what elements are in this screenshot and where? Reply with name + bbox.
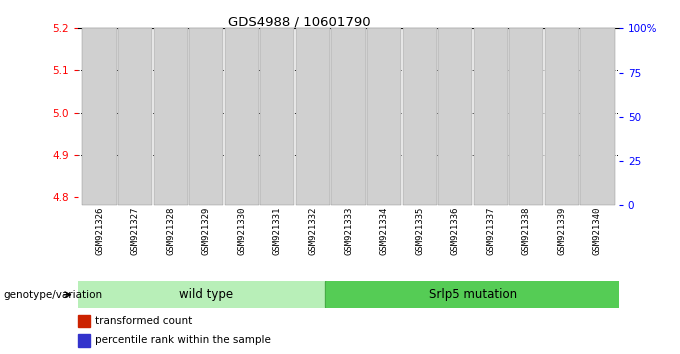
Bar — [588, 121, 607, 205]
Bar — [588, 185, 607, 190]
Bar — [410, 185, 429, 190]
Bar — [197, 182, 216, 186]
Bar — [161, 113, 180, 205]
Bar — [517, 113, 536, 205]
Bar — [481, 193, 500, 197]
FancyBboxPatch shape — [296, 28, 330, 205]
Bar — [268, 185, 287, 190]
FancyBboxPatch shape — [154, 28, 188, 205]
FancyBboxPatch shape — [509, 28, 543, 205]
Bar — [445, 180, 465, 205]
Bar — [552, 150, 572, 205]
FancyBboxPatch shape — [326, 279, 621, 311]
FancyBboxPatch shape — [545, 28, 579, 205]
Bar — [90, 185, 109, 190]
FancyBboxPatch shape — [331, 28, 366, 205]
Bar — [78, 315, 90, 327]
Bar — [125, 189, 145, 193]
Bar — [445, 193, 465, 197]
FancyBboxPatch shape — [118, 28, 152, 205]
Text: genotype/variation: genotype/variation — [3, 290, 103, 300]
FancyBboxPatch shape — [189, 28, 223, 205]
Bar — [268, 113, 287, 205]
Bar — [374, 185, 394, 190]
FancyBboxPatch shape — [260, 28, 294, 205]
Bar — [481, 180, 500, 205]
FancyBboxPatch shape — [438, 28, 473, 205]
Text: percentile rank within the sample: percentile rank within the sample — [95, 335, 271, 346]
Bar — [339, 66, 358, 205]
Text: Srlp5 mutation: Srlp5 mutation — [429, 288, 517, 301]
Bar — [90, 87, 109, 205]
Text: transformed count: transformed count — [95, 316, 192, 326]
Bar — [161, 189, 180, 193]
FancyBboxPatch shape — [474, 28, 508, 205]
Bar — [303, 58, 323, 205]
Bar — [552, 189, 572, 193]
FancyBboxPatch shape — [76, 279, 336, 311]
Bar — [303, 182, 323, 186]
FancyBboxPatch shape — [224, 28, 259, 205]
Bar — [232, 100, 252, 205]
Text: wild type: wild type — [179, 288, 233, 301]
Bar — [78, 334, 90, 347]
Text: GDS4988 / 10601790: GDS4988 / 10601790 — [228, 16, 371, 29]
Bar — [125, 163, 145, 205]
FancyBboxPatch shape — [403, 28, 437, 205]
Bar — [374, 125, 394, 205]
FancyBboxPatch shape — [367, 28, 401, 205]
FancyBboxPatch shape — [581, 28, 615, 205]
Bar — [197, 62, 216, 205]
Bar — [517, 185, 536, 190]
Bar — [232, 185, 252, 190]
Bar — [339, 185, 358, 190]
FancyBboxPatch shape — [82, 28, 116, 205]
Bar — [410, 113, 429, 205]
